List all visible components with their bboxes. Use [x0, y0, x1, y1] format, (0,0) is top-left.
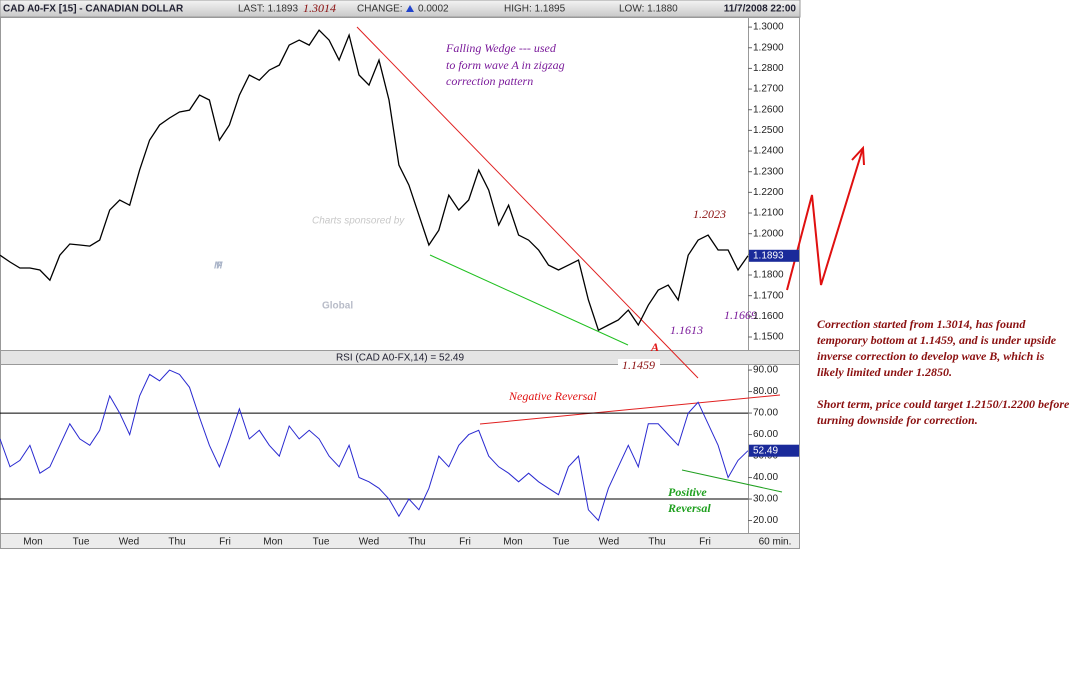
sponsor-text: Charts sponsored by	[312, 216, 405, 227]
commentary: Correction started from 1.3014, has foun…	[817, 316, 1071, 444]
x-tick-label: Mon	[263, 537, 282, 548]
y-tick-label: 20.00	[753, 515, 778, 526]
y-tick-label: 60.00	[753, 429, 778, 440]
x-tick-label: Fri	[219, 537, 231, 548]
interval-label: 60 min.	[759, 537, 792, 548]
series-line	[0, 369, 749, 522]
x-tick-label: Tue	[553, 537, 570, 548]
x-tick-label: Fri	[699, 537, 711, 548]
low2-label: 1.1669	[724, 308, 757, 322]
last-value-box	[749, 444, 799, 457]
y-tick-label: 80.00	[753, 386, 778, 397]
last-value-label: 1.1893	[753, 250, 784, 261]
header-title: CAD A0-FX [15] - CANADIAN DOLLAR	[3, 4, 184, 15]
y-tick-label: 1.2300	[753, 166, 784, 177]
x-tick-label: Tue	[73, 537, 90, 548]
wave-label: A	[650, 340, 659, 354]
wedge-note: to form wave A in zigzag	[446, 58, 565, 72]
negative-reversal-label: Negative Reversal	[508, 389, 597, 403]
series-line	[0, 29, 749, 332]
rsi-panel	[0, 364, 800, 534]
header-high: HIGH: 1.1895	[504, 4, 566, 15]
header-change: 0.0002	[418, 4, 449, 15]
wedge-note-box	[440, 38, 586, 94]
header-change-label: CHANGE:	[357, 4, 403, 15]
y-tick-label: 1.2100	[753, 208, 784, 219]
bottom-label-box	[618, 359, 660, 372]
commentary-paragraph: Correction started from 1.3014, has foun…	[817, 317, 1057, 379]
y-tick-label: 1.2600	[753, 104, 784, 115]
y-tick-label: 70.00	[753, 408, 778, 419]
negative-reversal-line	[479, 394, 781, 425]
x-axis-bar	[0, 533, 800, 549]
y-tick-label: 1.2900	[753, 42, 784, 53]
x-tick-label: Fri	[459, 537, 471, 548]
y-tick-label: 1.2000	[753, 228, 784, 239]
y-tick-label: 1.1600	[753, 311, 784, 322]
last-value-box	[749, 249, 799, 262]
x-tick-label: Wed	[119, 537, 139, 548]
x-tick-label: Thu	[168, 537, 185, 548]
x-tick-label: Mon	[503, 537, 522, 548]
y-tick-label: 1.1700	[753, 290, 784, 301]
header-datetime: 11/7/2008 22:00	[724, 4, 797, 15]
watermark-global: Global	[322, 301, 353, 312]
x-tick-label: Thu	[408, 537, 425, 548]
y-tick-label: 40.00	[753, 472, 778, 483]
bottom-label: 1.1459	[622, 358, 655, 372]
y-tick-label: 1.1800	[753, 270, 784, 281]
wedge-note: Falling Wedge --- used	[445, 41, 557, 55]
peak-label: 1.2023	[693, 207, 726, 221]
y-tick-label: 1.1500	[753, 332, 784, 343]
up-arrow	[406, 5, 414, 12]
low1-label: 1.1613	[670, 323, 703, 337]
y-tick-label: 1.2500	[753, 125, 784, 136]
positive-reversal-label: Positive	[668, 485, 707, 499]
x-tick-label: Thu	[648, 537, 665, 548]
x-tick-label: Wed	[599, 537, 619, 548]
last-value-label: 52.49	[753, 445, 778, 456]
y-tick-label: 30.00	[753, 494, 778, 505]
y-tick-label: 1.3000	[753, 22, 784, 33]
wedge-note: correction pattern	[446, 74, 533, 88]
x-tick-label: Tue	[313, 537, 330, 548]
price-panel	[0, 17, 800, 351]
wedge-lower-line	[429, 254, 629, 346]
y-tick-label: 90.00	[753, 365, 778, 376]
commentary-paragraph: Short term, price could target 1.2150/1.…	[817, 397, 1070, 427]
y-tick-label: 1.2700	[753, 84, 784, 95]
rsi-title: RSI (CAD A0-FX,14) = 52.49	[336, 353, 465, 364]
y-tick-label: 1.2400	[753, 146, 784, 157]
high-label: 1.3014	[303, 1, 336, 15]
projection-arrowhead	[851, 145, 865, 166]
y-tick-label: 1.2200	[753, 187, 784, 198]
header-low: LOW: 1.1880	[619, 4, 678, 15]
header-last: LAST: 1.1893	[238, 4, 298, 15]
x-tick-label: Wed	[359, 537, 379, 548]
positive-reversal-label: Reversal	[667, 501, 711, 515]
y-tick-label: 1.2800	[753, 63, 784, 74]
positive-reversal-line	[681, 469, 783, 493]
x-tick-label: Mon	[23, 537, 42, 548]
projection-zigzag	[786, 147, 864, 291]
